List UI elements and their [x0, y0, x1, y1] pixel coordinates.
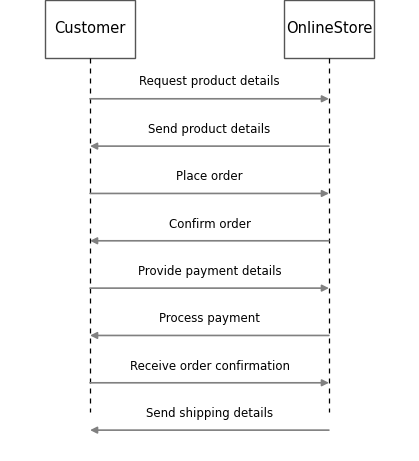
- Bar: [45, 0, 135, 58]
- Text: Receive order confirmation: Receive order confirmation: [129, 360, 290, 372]
- Text: Process payment: Process payment: [159, 312, 260, 325]
- Text: Confirm order: Confirm order: [168, 218, 251, 230]
- Text: Provide payment details: Provide payment details: [138, 265, 281, 278]
- Text: Send shipping details: Send shipping details: [146, 407, 273, 420]
- Text: Send product details: Send product details: [148, 123, 271, 136]
- Text: Request product details: Request product details: [139, 76, 280, 89]
- Text: Place order: Place order: [176, 170, 243, 183]
- Bar: [284, 0, 374, 58]
- Text: Customer: Customer: [54, 21, 126, 36]
- Text: OnlineStore: OnlineStore: [286, 21, 372, 36]
